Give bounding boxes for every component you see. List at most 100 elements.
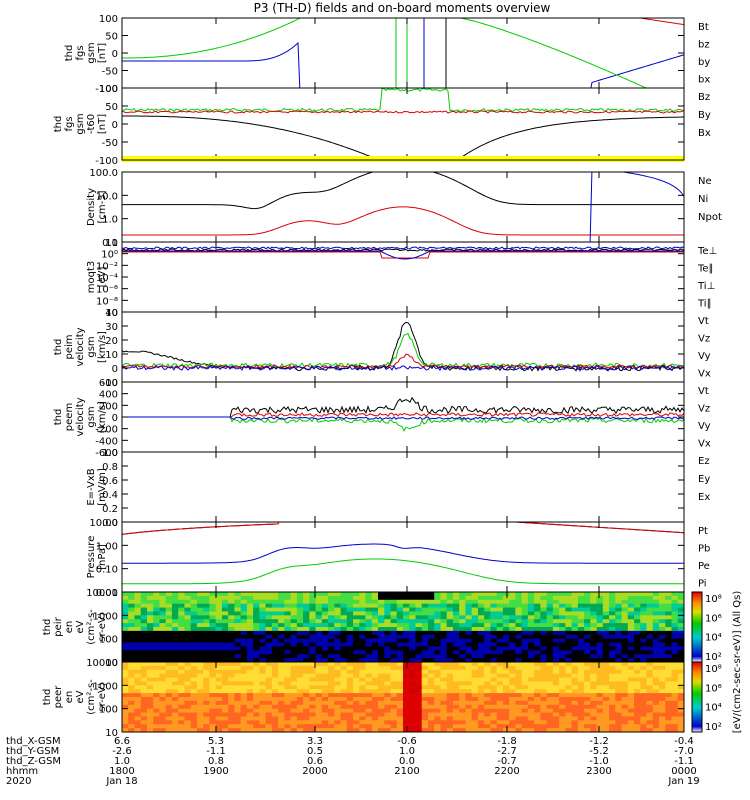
- spectrogram-cell: [396, 630, 404, 636]
- spectrogram-cell: [259, 599, 267, 605]
- spectrogram-cell: [184, 642, 192, 647]
- spectrogram-cell: [527, 634, 535, 640]
- spectrogram-cell: [190, 708, 198, 714]
- spectrogram-cell: [209, 704, 217, 710]
- spectrogram-cell: [159, 728, 167, 732]
- spectrogram-cell: [465, 689, 473, 694]
- spectrogram-cell: [246, 712, 254, 717]
- spectrogram-cell: [571, 673, 579, 679]
- spectrogram-cell: [415, 700, 423, 706]
- spectrogram-cell: [340, 708, 348, 714]
- spectrogram-cell: [546, 592, 554, 597]
- spectrogram-cell: [396, 592, 404, 597]
- spectrogram-cell: [602, 693, 610, 698]
- spectrogram-cell: [296, 712, 304, 717]
- spectrogram-cell: [309, 595, 317, 601]
- spectrogram-cell: [359, 623, 367, 628]
- spectrogram-cell: [602, 634, 610, 640]
- y-axis-label-line: sr-eV): [97, 612, 108, 641]
- spectrogram-cell: [171, 720, 179, 725]
- spectrogram-cell: [390, 642, 398, 647]
- spectrogram-cell: [303, 662, 310, 667]
- spectrogram-cell: [421, 607, 429, 612]
- spectrogram-cell: [221, 685, 229, 690]
- spectrogram-cell: [646, 603, 654, 609]
- plot-area-pressure: [122, 522, 684, 585]
- spectrogram-cell: [459, 708, 466, 714]
- spectrogram-cell: [315, 619, 323, 624]
- spectrogram-cell: [477, 669, 485, 675]
- spectrogram-cell: [434, 681, 441, 686]
- spectrogram-cell: [334, 634, 342, 640]
- spectrogram-cell: [122, 627, 129, 632]
- spectrogram-cell: [565, 697, 573, 702]
- spectrogram-cell: [471, 720, 479, 725]
- spectrogram-cell: [634, 634, 641, 640]
- spectrogram-cell: [240, 708, 248, 714]
- spectrogram-cell: [253, 669, 260, 675]
- spectrogram-cell: [527, 669, 535, 675]
- spectrogram-cell: [552, 693, 560, 698]
- spectrogram-cell: [621, 720, 629, 725]
- spectrogram-cell: [284, 603, 292, 609]
- spectrogram-cell: [640, 669, 648, 675]
- spectrogram-cell: [640, 658, 648, 662]
- spectrogram-cell: [384, 700, 392, 706]
- spectrogram-cell: [509, 654, 516, 659]
- y-tick-label: 1.00: [96, 541, 118, 552]
- spectrogram-cell: [128, 658, 135, 662]
- spectrogram-cell: [196, 665, 204, 671]
- spectrogram-cell: [446, 634, 454, 640]
- spectrogram-cell: [546, 611, 554, 616]
- spectrogram-cell: [128, 607, 135, 612]
- spectrogram-cell: [559, 658, 566, 662]
- spectrogram-cell: [171, 685, 179, 690]
- spectrogram-cell: [209, 607, 217, 612]
- spectrogram-cell: [502, 650, 510, 655]
- spectrogram-cell: [165, 630, 173, 636]
- spectrogram-cell: [596, 677, 604, 682]
- spectrogram-cell: [496, 716, 504, 721]
- spectrogram-cell: [334, 638, 342, 644]
- spectrogram-cell: [321, 697, 329, 702]
- spectrogram-cell: [421, 623, 429, 628]
- spectrogram-cell: [378, 728, 385, 732]
- spectrogram-cell: [246, 720, 254, 725]
- spectrogram-cell: [403, 634, 410, 640]
- series-bz: [122, 110, 684, 114]
- spectrogram-cell: [427, 592, 435, 597]
- spectrogram-cell: [259, 623, 267, 628]
- spectrogram-cell: [646, 627, 654, 632]
- spectrogram-cell: [446, 677, 454, 682]
- spectrogram-cell: [128, 646, 135, 651]
- spectrogram-cell: [652, 662, 660, 667]
- spectrogram-cell: [540, 673, 548, 679]
- spectrogram-cell: [321, 592, 329, 597]
- spectrogram-cell: [440, 658, 448, 662]
- spectrogram-cell: [228, 716, 235, 721]
- spectrogram-cell: [659, 615, 666, 620]
- spectrogram-cell: [459, 720, 466, 725]
- spectrogram-cell: [546, 658, 554, 662]
- spectrogram-cell: [396, 646, 404, 651]
- spectrogram-cell: [452, 599, 460, 605]
- x-row-value: 0.5: [307, 746, 323, 757]
- spectrogram-cell: [540, 716, 548, 721]
- spectrogram-cell: [615, 724, 623, 729]
- spectrogram-cell: [659, 658, 666, 662]
- spectrogram-cell: [359, 669, 367, 675]
- spectrogram-cell: [621, 650, 629, 655]
- spectrogram-cell: [440, 704, 448, 710]
- spectrogram-cell: [477, 665, 485, 671]
- spectrogram-cell: [134, 712, 142, 717]
- spectrogram-cell: [259, 697, 267, 702]
- spectrogram-cell: [596, 689, 604, 694]
- spectrogram-cell: [659, 619, 666, 624]
- spectrogram-cell: [315, 697, 323, 702]
- spectrogram-cell: [640, 592, 648, 597]
- spectrogram-cell: [596, 669, 604, 675]
- spectrogram-cell: [590, 642, 598, 647]
- spectrogram-cell: [290, 592, 298, 597]
- spectrogram-cell: [565, 677, 573, 682]
- spectrogram-cell: [646, 650, 654, 655]
